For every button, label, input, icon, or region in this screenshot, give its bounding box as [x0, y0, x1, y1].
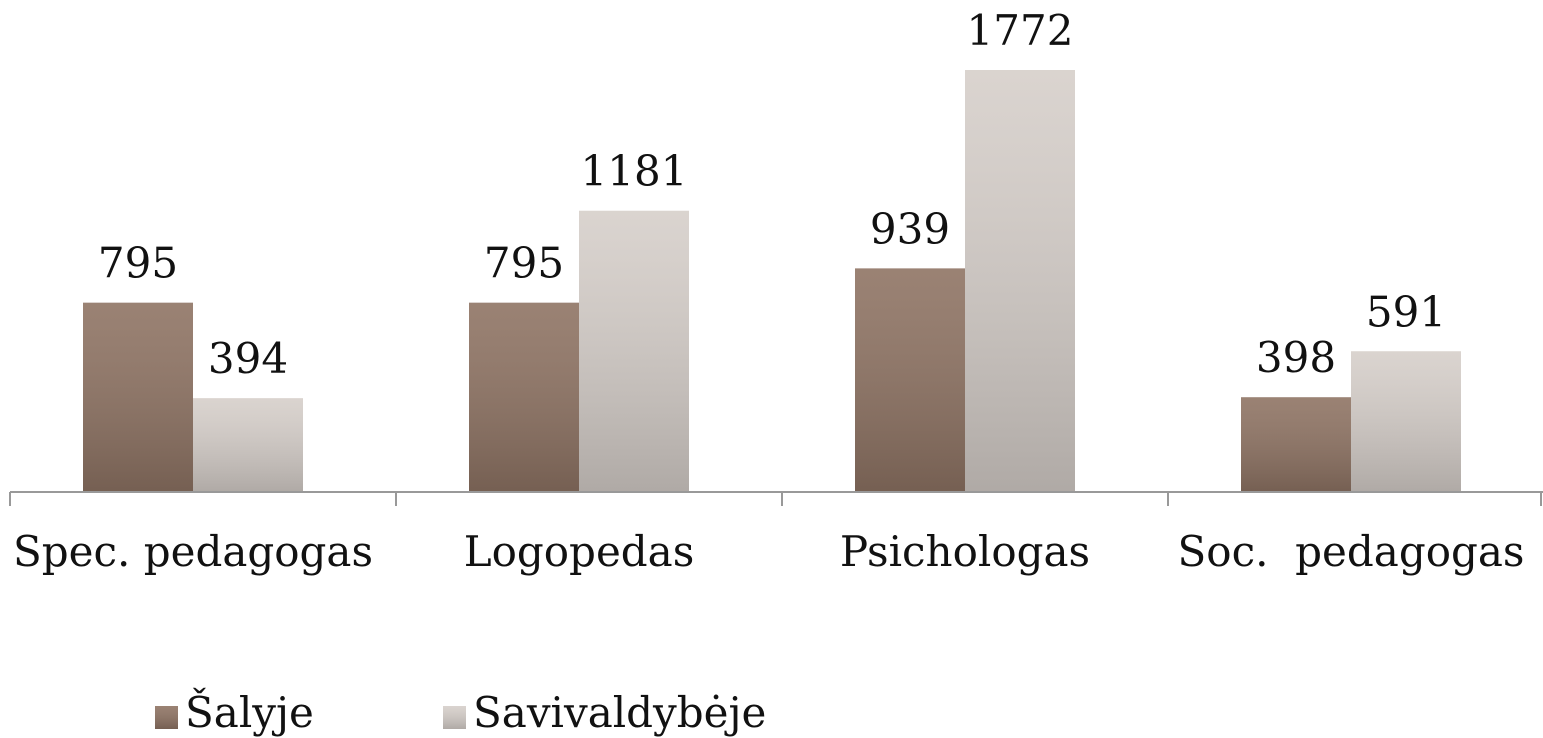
x-tick-label: Spec. pedagogas: [13, 527, 373, 576]
bar-shade: [469, 302, 579, 492]
legend-label: Savivaldybėje: [473, 688, 766, 737]
data-label: 398: [1256, 333, 1336, 382]
legend-swatch-shade: [155, 706, 178, 729]
data-label: 1772: [967, 6, 1074, 55]
data-label: 795: [484, 239, 564, 288]
x-tick-label: Soc. pedagogas: [1178, 527, 1525, 576]
bar-shade: [965, 70, 1075, 492]
bar-shade: [193, 398, 303, 492]
data-label: 1181: [581, 147, 688, 196]
data-label: 591: [1366, 287, 1446, 336]
data-label: 795: [98, 239, 178, 288]
bar-shade: [855, 268, 965, 492]
bar-shade: [1351, 351, 1461, 492]
data-label: 394: [208, 334, 288, 383]
data-label: 939: [870, 204, 950, 253]
bar-shade: [1241, 397, 1351, 492]
legend-swatch-shade: [443, 706, 466, 729]
bar-shade: [83, 302, 193, 492]
legend-label: Šalyje: [185, 687, 314, 737]
x-tick-label: Logopedas: [464, 527, 695, 576]
x-tick-label: Psichologas: [840, 527, 1090, 576]
bar-shade: [579, 210, 689, 493]
